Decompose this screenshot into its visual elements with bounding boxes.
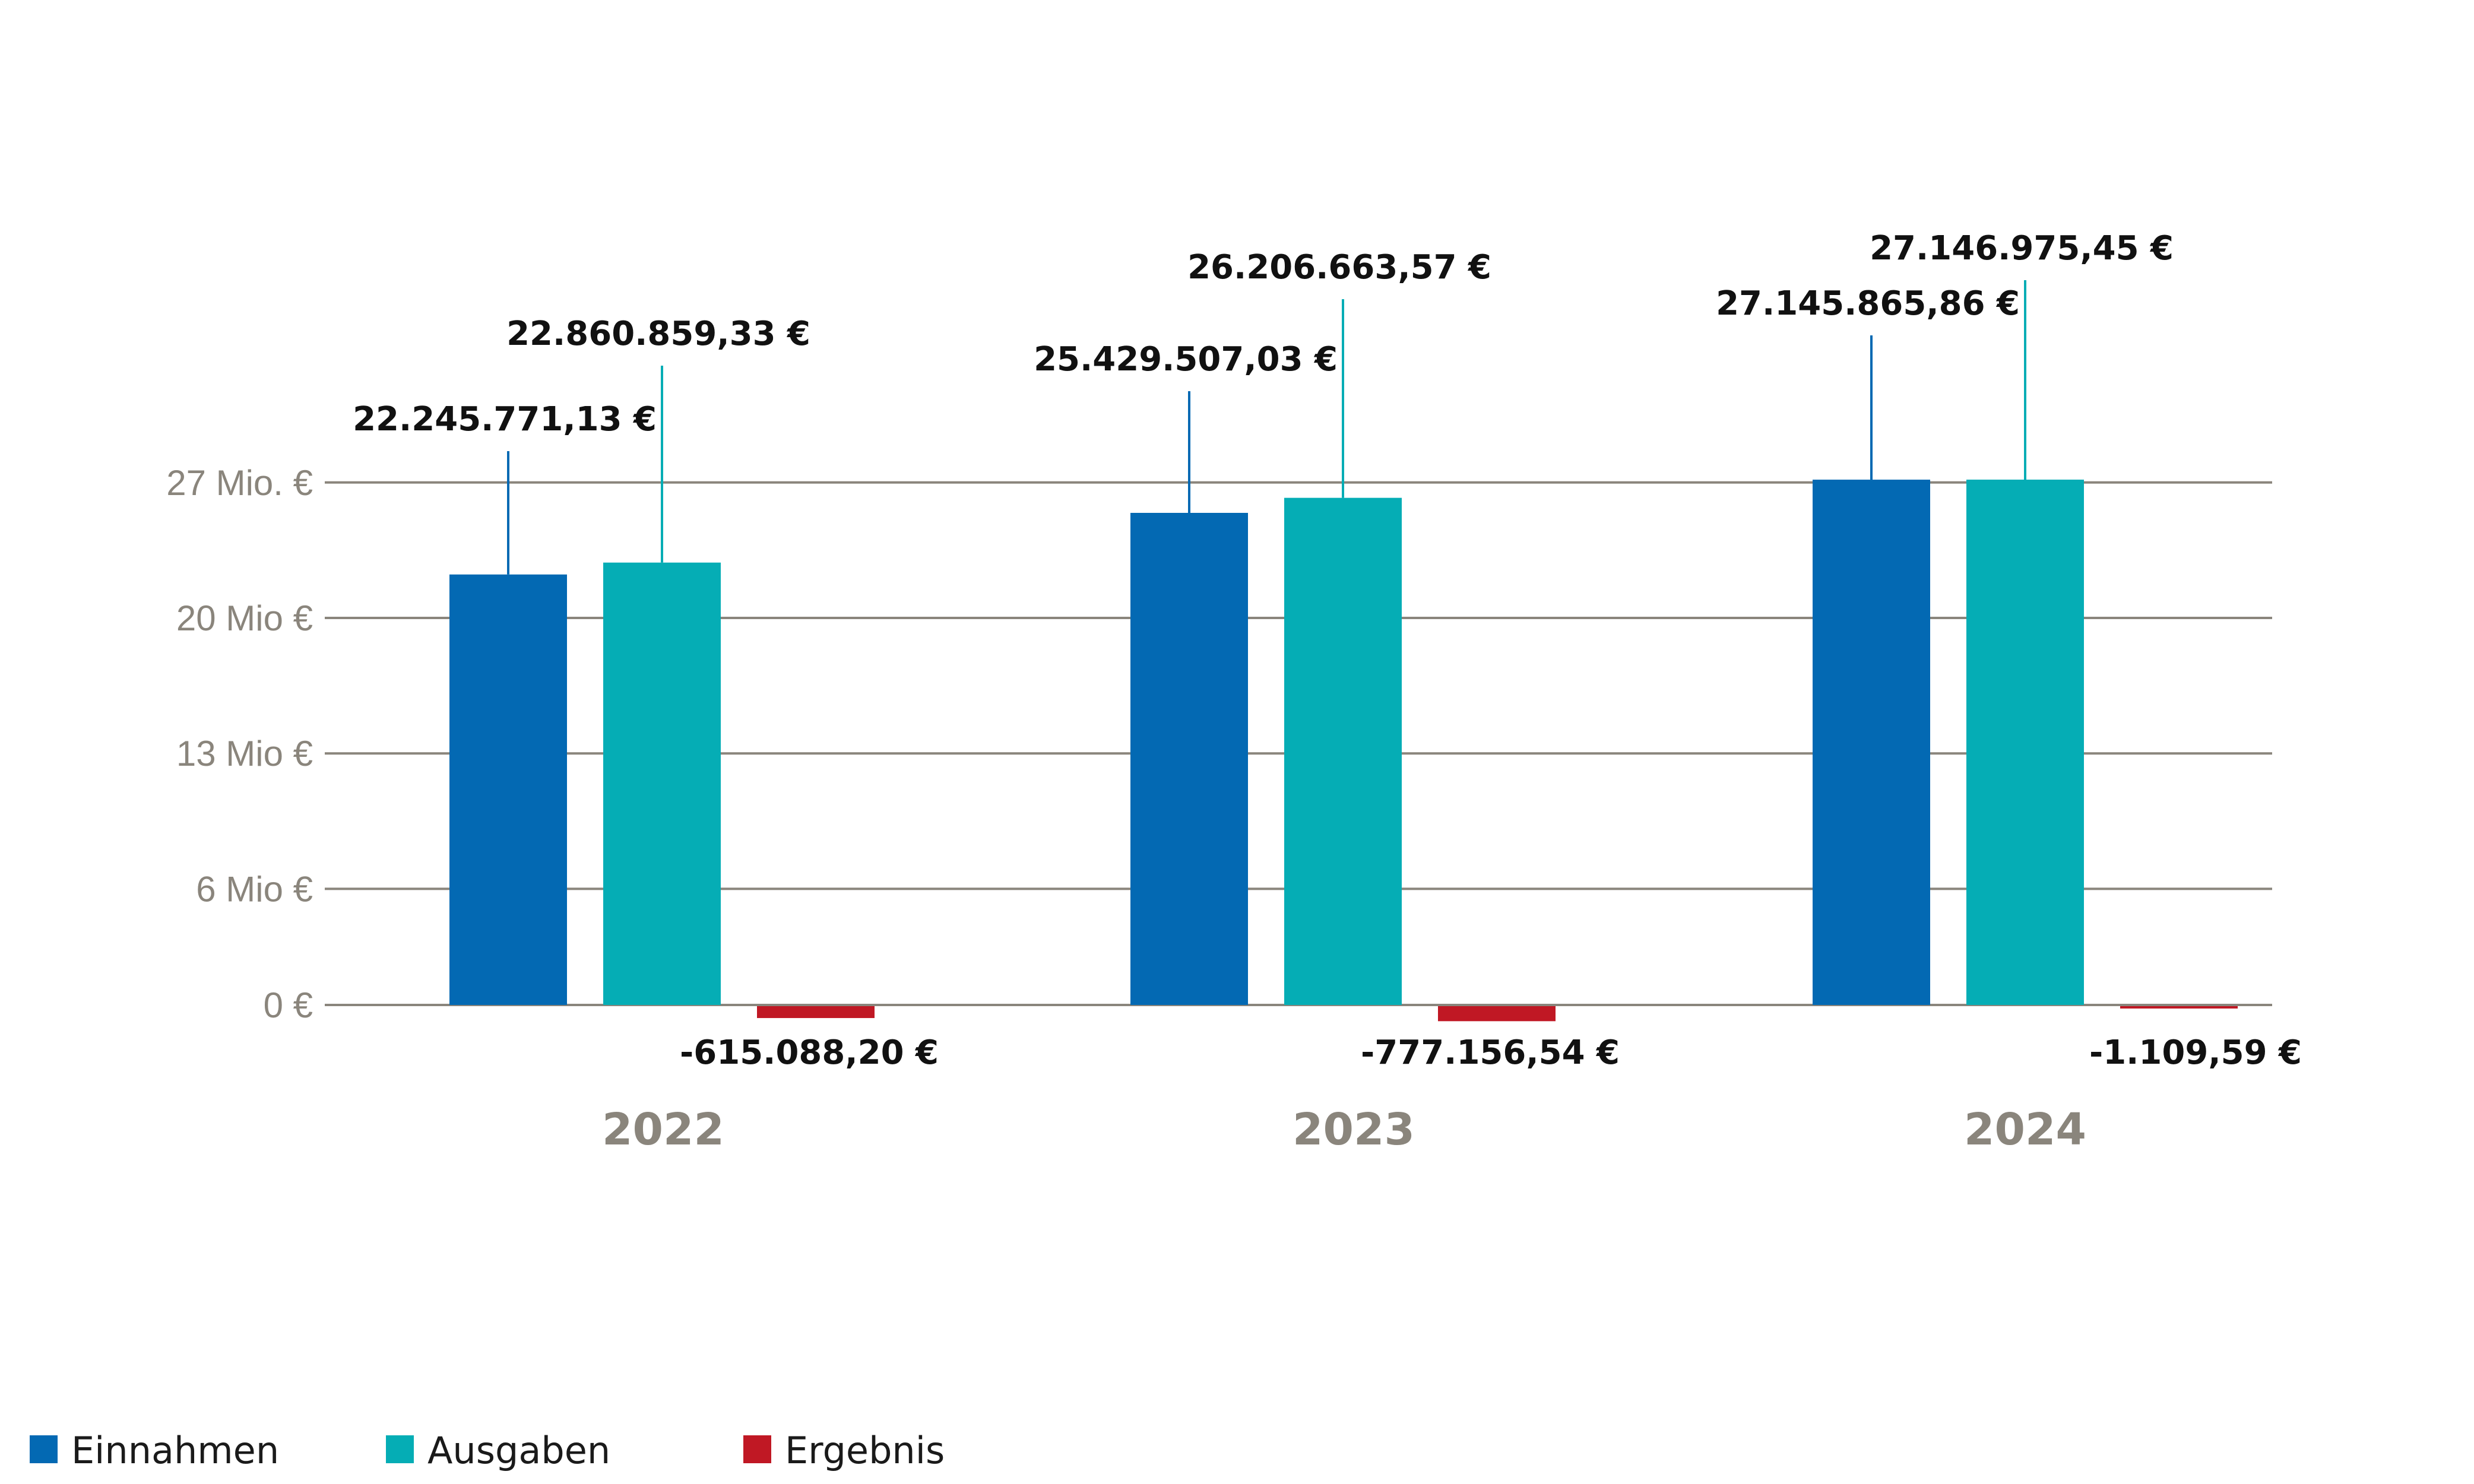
data-label: -1.109,59 €	[2089, 1033, 2302, 1072]
x-axis-labels: 2022 2023 2024	[602, 1104, 2086, 1155]
bar-einnahmen-2022	[449, 574, 567, 1005]
bar-einnahmen-2024	[1813, 480, 1930, 1005]
bar-ergebnis-2023	[1438, 1006, 1556, 1022]
legend-swatch-ausgaben	[386, 1435, 414, 1463]
bar-ausgaben-2022	[603, 562, 721, 1005]
y-tick-label: 13 Mio €	[176, 734, 313, 773]
y-tick-label: 27 Mio. €	[166, 463, 313, 503]
bar-ergebnis-2024	[2120, 1006, 2238, 1009]
x-tick-label: 2024	[1964, 1104, 2086, 1155]
legend-swatch-einnahmen	[30, 1435, 58, 1463]
data-label: -777.156,54 €	[1361, 1033, 1620, 1072]
legend: Einnahmen Ausgaben Ergebnis	[30, 1429, 945, 1472]
data-label: 25.429.507,03 €	[1034, 340, 1338, 379]
x-tick-label: 2023	[1293, 1104, 1415, 1155]
legend-label: Ergebnis	[785, 1429, 945, 1472]
data-label: 22.245.771,13 €	[353, 400, 657, 439]
data-label: 27.146.975,45 €	[1870, 229, 2174, 268]
legend-swatch-ergebnis	[743, 1435, 771, 1463]
y-tick-label: 0 €	[264, 985, 313, 1025]
x-tick-label: 2022	[602, 1104, 724, 1155]
legend-label: Einnahmen	[71, 1429, 279, 1472]
bar-ergebnis-2022	[757, 1006, 875, 1019]
y-tick-label: 6 Mio €	[196, 869, 313, 909]
legend-label: Ausgaben	[427, 1429, 610, 1472]
bars	[449, 480, 2238, 1022]
bar-ausgaben-2024	[1966, 480, 2084, 1005]
y-tick-label: 20 Mio €	[176, 598, 313, 638]
bar-einnahmen-2023	[1130, 512, 1248, 1005]
data-labels: 22.245.771,13 € 25.429.507,03 € 27.145.865…	[353, 229, 2302, 1072]
data-label: -615.088,20 €	[680, 1033, 939, 1072]
data-label: 22.860.859,33 €	[506, 315, 810, 353]
bar-ausgaben-2023	[1284, 497, 1402, 1005]
data-label: 27.145.865,86 €	[1716, 284, 2020, 323]
data-label: 26.206.663,57 €	[1187, 248, 1491, 287]
